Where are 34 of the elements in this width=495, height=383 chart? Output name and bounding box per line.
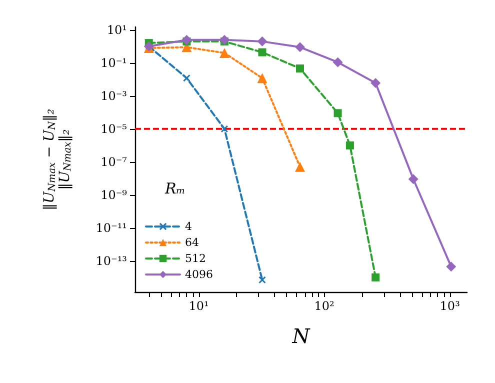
x-tick-label: 10² [314, 299, 335, 313]
x-tick-label: 10³ [440, 299, 460, 313]
y-tick-label: 10⁻¹³ [96, 254, 128, 268]
legend-label: 512 [185, 252, 206, 265]
point [258, 48, 266, 56]
point [446, 262, 456, 272]
y-tick-label: 10⁻⁵ [100, 122, 128, 136]
legend-title: Rₘ [164, 180, 186, 198]
y-tick-label: 10⁻⁹ [100, 188, 128, 202]
point [219, 34, 230, 45]
point [408, 174, 418, 184]
point [257, 36, 268, 46]
y-tick-label: 10⁻¹¹ [96, 220, 127, 235]
point [182, 34, 192, 45]
point [295, 42, 306, 52]
legend-label: 4 [185, 220, 192, 233]
legend-label: 4096 [185, 268, 213, 281]
x-axis-title: N [291, 324, 312, 348]
point [370, 78, 381, 88]
point [258, 276, 266, 284]
y-tick-label: 10¹ [106, 22, 127, 37]
point [257, 73, 268, 84]
y-tick-label: 10⁻⁷ [100, 154, 128, 169]
legend-label: 64 [185, 236, 199, 249]
point [183, 74, 190, 82]
y-tick-label: 10⁻³ [100, 88, 128, 103]
point [220, 125, 228, 132]
x-tick-label: 10¹ [188, 299, 209, 313]
point [296, 64, 304, 72]
point [219, 48, 230, 58]
point [295, 162, 306, 172]
y-tick-label: 10⁻¹ [100, 56, 127, 70]
point [334, 109, 342, 118]
point [332, 57, 343, 68]
